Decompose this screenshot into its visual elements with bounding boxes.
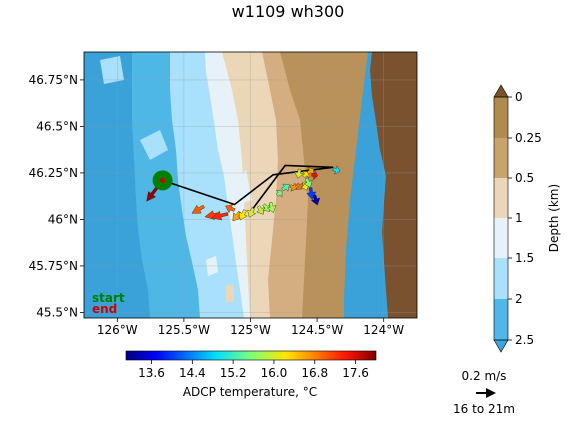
temperature-colorbar-tick-label: 16.0 [261, 366, 288, 380]
latitude-tick-label: 46.75°N [29, 73, 78, 87]
depth-colorbar-band [494, 97, 508, 138]
depth-colorbar-label: Depth (km) [547, 184, 561, 252]
depth-colorbar-extend-top [493, 84, 509, 98]
current-vector [191, 204, 205, 214]
depth-colorbar-extend-bottom [493, 339, 509, 353]
depth-colorbar-tick-label: 0.5 [515, 171, 534, 185]
longitude-tick-label: 124°W [363, 323, 404, 337]
ship-track [162, 164, 334, 209]
depth-colorbar-tick-label: 2 [515, 292, 523, 306]
temperature-colorbar-tick-label: 13.6 [138, 366, 165, 380]
temperature-colorbar [125, 350, 377, 361]
longitude-tick-label: 126°W [97, 323, 138, 337]
current-vector [225, 204, 236, 214]
longitude-tick-label: 125°W [230, 323, 271, 337]
depth-colorbar-band [494, 299, 508, 340]
current-vector [266, 201, 277, 214]
current-vector [310, 194, 321, 206]
temperature-colorbar-tick-label: 15.2 [220, 366, 247, 380]
current-vector [247, 207, 257, 218]
current-vector [302, 171, 310, 179]
current-vector [256, 205, 265, 215]
current-vector [300, 181, 310, 191]
legend-end-label: end [92, 302, 117, 316]
shoal-patch [100, 56, 124, 84]
latitude-tick-label: 46.5°N [36, 119, 78, 133]
track-line [162, 164, 334, 209]
end-marker [160, 177, 166, 183]
depth-colorbar-frame [493, 96, 509, 341]
depth-colorbar-tick-label: 0.25 [515, 131, 542, 145]
temperature-colorbar-tick-label: 16.8 [301, 366, 328, 380]
shoal-patch [226, 284, 234, 302]
latitude-axis: 46.75°N 46.5°N 46.25°N 46°N 45.75°N 45.5°N [29, 73, 84, 319]
current-vector [289, 182, 297, 192]
current-vector [295, 182, 303, 190]
longitude-tick-label: 124.5°W [291, 323, 343, 337]
temperature-colorbar-ticks: 13.6 14.4 15.2 16.0 16.8 17.6 [138, 360, 369, 380]
latitude-tick-label: 45.5°N [36, 305, 78, 319]
current-vector [238, 209, 248, 221]
map-gridlines [84, 52, 417, 318]
current-vectors [146, 165, 341, 222]
current-vector [303, 177, 313, 188]
latitude-tick-label: 46.25°N [29, 166, 78, 180]
scale-speed-label: 0.2 m/s [462, 369, 507, 383]
depth-colorbar-band [494, 258, 508, 299]
scale-arrow [476, 388, 496, 398]
current-vector [281, 183, 290, 192]
shoal-patch [140, 130, 168, 160]
depth-colorbar-tick-label: 2.5 [515, 333, 534, 347]
current-vector [311, 170, 319, 181]
depth-colorbar-band [494, 178, 508, 218]
temperature-colorbar-label: ADCP temperature, °C [183, 385, 317, 399]
depth-colorbar-tick-label: 1 [515, 211, 523, 225]
depth-colorbar-tick-label: 0 [515, 90, 523, 104]
current-vector [275, 189, 283, 198]
land [370, 52, 417, 318]
shoal-patch [236, 170, 252, 204]
depth-colorbar-band [494, 138, 508, 178]
temperature-colorbar-tick-label: 17.6 [342, 366, 369, 380]
depth-colorbar-band [494, 218, 508, 258]
current-vector [211, 210, 229, 221]
scale-depth-label: 16 to 21m [453, 402, 515, 416]
depth-colorbar: 0 0.25 0.5 1 1.5 2 2.5 [493, 84, 542, 353]
current-vector [294, 168, 304, 179]
chart-title: w1109 wh300 [232, 2, 345, 21]
shelf-band [280, 52, 368, 318]
latitude-tick-label: 45.75°N [29, 259, 78, 273]
legend-start-label: start [92, 291, 125, 305]
temperature-colorbar-tick-label: 14.4 [179, 366, 206, 380]
current-vector [332, 165, 341, 175]
longitude-tick-label: 125.5°W [158, 323, 210, 337]
shoal-patch [206, 256, 218, 276]
latitude-tick-label: 46°N [48, 212, 78, 226]
depth-colorbar-tick-label: 1.5 [515, 251, 534, 265]
longitude-axis: 126°W 125.5°W 125°W 124.5°W 124°W [97, 318, 404, 337]
bathymetry-map [84, 52, 417, 318]
